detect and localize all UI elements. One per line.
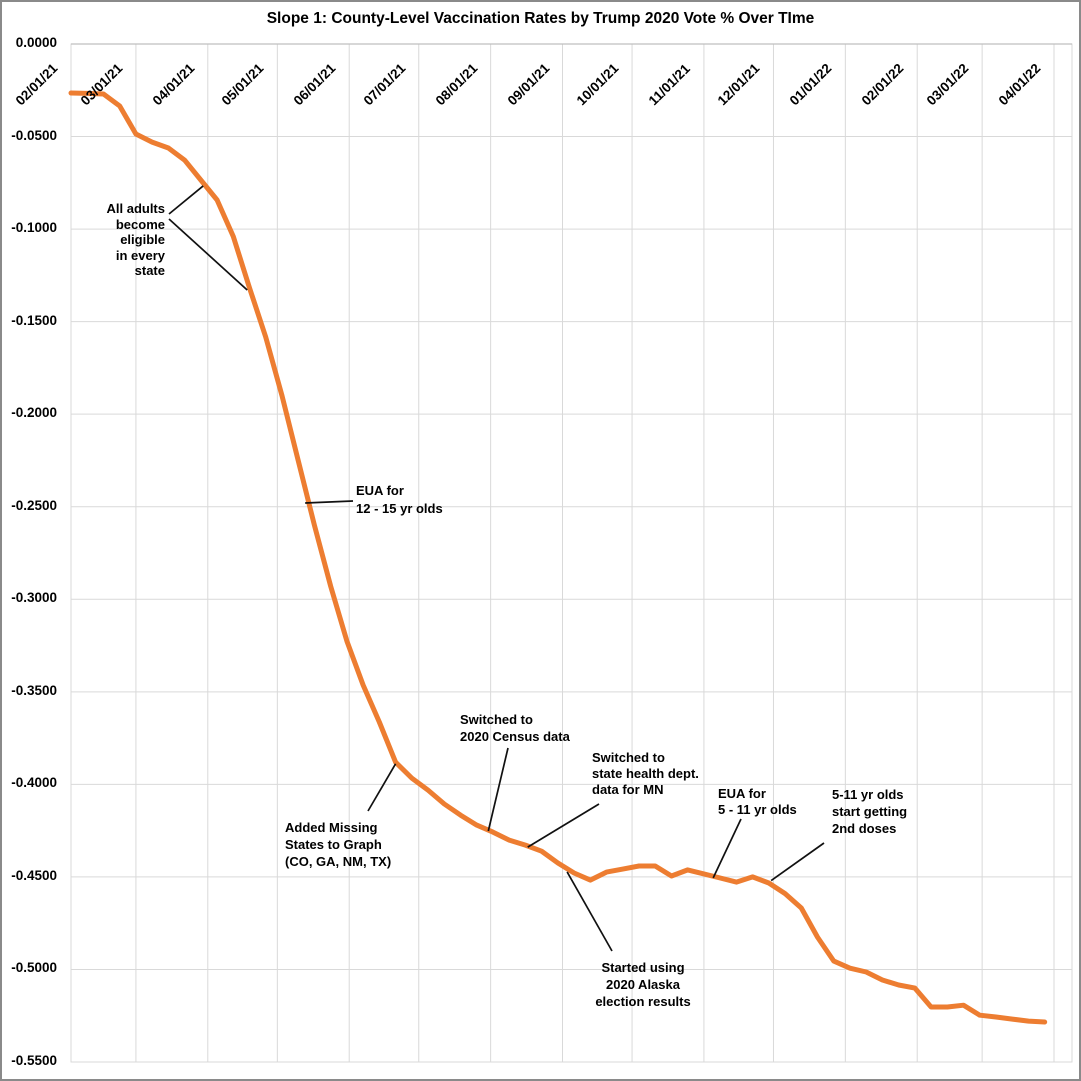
annotation-line: election results (595, 994, 691, 1009)
annotation-leader-all-adults (168, 185, 204, 215)
annotation-line: start getting (832, 804, 908, 819)
y-axis-label: -0.5000 (11, 960, 57, 976)
annotation-line: States to Graph (285, 837, 382, 852)
annotation-eua-5-11: EUA for 5 - 11 yr olds (718, 786, 797, 818)
y-axis-label: -0.3000 (11, 590, 57, 606)
y-axis-label: -0.2000 (11, 405, 57, 421)
annotation-line: Switched to (460, 712, 533, 727)
annotation-line: in every (115, 247, 165, 263)
annotation-line: 2nd doses (832, 821, 897, 836)
annotation-leader-census (487, 747, 509, 832)
y-axis-label: -0.5500 (11, 1053, 57, 1068)
annotation-added-missing-states: Added Missing States to Graph (CO, GA, NM,… (285, 819, 391, 870)
annotation-line: Added Missing (285, 820, 378, 835)
annotation-line: All adults (106, 201, 165, 216)
annotation-leader-alaska (566, 871, 613, 952)
annotation-line: 2020 Alaska (606, 977, 680, 992)
annotation-leader-eua-12-15 (305, 500, 354, 504)
annotation-line: data for MN (592, 782, 664, 797)
annotation-line: 5-11 yr olds (832, 787, 904, 802)
chart-title: Slope 1: County-Level Vaccination Rates … (266, 10, 815, 27)
annotation-leader-all-adults (168, 218, 248, 291)
y-axis-label: -0.4000 (11, 775, 57, 791)
annotation-line: state health dept. (592, 766, 699, 781)
annotation-leader-mn (527, 803, 600, 848)
y-axis-label: -0.1000 (11, 220, 57, 236)
annotation-alaska: Started using 2020 Alaska election results (578, 959, 708, 1010)
annotation-line: 12 - 15 yr olds (356, 501, 443, 516)
y-axis-label: -0.2500 (11, 497, 57, 513)
annotation-leader-added-missing-states (367, 763, 397, 812)
annotation-second-doses: 5-11 yr olds start getting 2nd doses (832, 786, 907, 837)
annotation-line: Switched to (592, 750, 665, 765)
plot-border (70, 43, 1073, 1063)
vaccination-rate-trend-line (68, 90, 1048, 1025)
annotation-leader-eua-5-11 (712, 818, 742, 879)
annotation-line: 2020 Census data (460, 729, 570, 744)
y-axis-label: 0.0000 (15, 35, 57, 50)
y-axis-label: -0.3500 (11, 682, 57, 698)
annotation-line: state (134, 263, 165, 278)
annotation-line: become (115, 216, 165, 232)
annotation-leader-second-doses (770, 842, 825, 882)
annotation-line: EUA for (718, 786, 766, 801)
y-axis-label: -0.1500 (11, 312, 57, 328)
annotation-all-adults: All adults become eligible in every state (45, 201, 165, 279)
annotation-census: Switched to 2020 Census data (460, 711, 570, 745)
annotation-eua-12-15: EUA for 12 - 15 yr olds (356, 482, 443, 518)
annotation-line: EUA for (356, 483, 404, 498)
annotation-mn: Switched to state health dept. data for MN (592, 750, 699, 798)
annotation-line: eligible (120, 232, 165, 247)
annotation-line: (CO, GA, NM, TX) (285, 854, 392, 869)
annotation-line: 5 - 11 yr olds (718, 802, 797, 817)
y-axis-label: -0.0500 (11, 127, 57, 143)
y-axis-label: -0.4500 (11, 867, 57, 883)
annotation-line: Started using (601, 960, 685, 975)
